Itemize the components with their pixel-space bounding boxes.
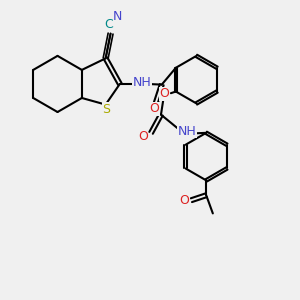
- Text: O: O: [138, 130, 148, 143]
- Text: N: N: [113, 10, 122, 23]
- Text: C: C: [104, 18, 113, 31]
- Text: NH: NH: [178, 125, 197, 138]
- Text: NH: NH: [133, 76, 151, 89]
- Text: S: S: [102, 103, 110, 116]
- Text: O: O: [159, 87, 169, 101]
- Text: O: O: [179, 194, 189, 207]
- Text: O: O: [149, 102, 159, 115]
